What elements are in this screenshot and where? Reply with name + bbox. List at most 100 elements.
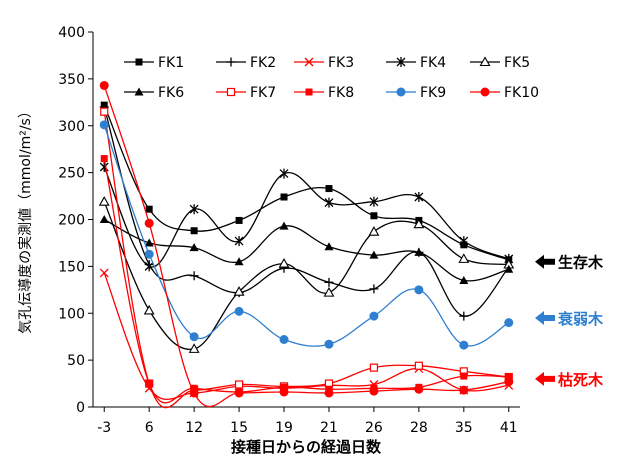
data-point bbox=[189, 332, 199, 342]
x-tick-label: 19 bbox=[275, 420, 293, 436]
data-point bbox=[414, 384, 424, 394]
x-tick-label: 28 bbox=[410, 420, 428, 436]
legend-marker bbox=[226, 57, 236, 67]
x-ticks: -3 6 12 15 19 21 26 28 35 41 bbox=[97, 407, 518, 436]
data-point bbox=[99, 215, 109, 223]
data-point bbox=[144, 218, 154, 228]
annotation-arrow-icon bbox=[535, 254, 555, 269]
data-point bbox=[278, 257, 290, 268]
data-point bbox=[414, 192, 424, 202]
x-tick-label: 6 bbox=[145, 420, 154, 436]
legend-label: FK8 bbox=[328, 85, 354, 101]
data-point bbox=[279, 387, 289, 397]
legend-label: FK1 bbox=[158, 55, 184, 71]
data-point bbox=[233, 286, 245, 296]
data-point bbox=[414, 247, 424, 256]
data-point bbox=[324, 197, 334, 208]
annotation: 衰弱木 bbox=[535, 310, 604, 328]
x-tick-label: -3 bbox=[97, 420, 111, 436]
data-point bbox=[279, 335, 289, 344]
data-point bbox=[369, 196, 379, 207]
legend-label: FK2 bbox=[250, 55, 276, 71]
legend-marker bbox=[304, 57, 314, 67]
series-line-fk4 bbox=[103, 166, 510, 268]
annotation-label: 枯死木 bbox=[558, 371, 604, 389]
legend-label: FK6 bbox=[158, 85, 184, 101]
data-point bbox=[145, 205, 153, 213]
data-point bbox=[234, 388, 244, 398]
y-tick-label: 0 bbox=[76, 400, 85, 416]
series-fk5 bbox=[98, 196, 515, 353]
data-point bbox=[324, 339, 334, 349]
data-point bbox=[369, 363, 379, 372]
legend-marker bbox=[479, 56, 491, 67]
data-point bbox=[100, 107, 109, 116]
data-point bbox=[188, 343, 200, 353]
legend-marker bbox=[135, 58, 143, 66]
data-point bbox=[189, 243, 199, 252]
series-line-fk5 bbox=[103, 201, 509, 350]
legend-item-fk6: FK6 bbox=[124, 85, 184, 101]
y-tick-label: 200 bbox=[58, 213, 85, 229]
data-point bbox=[459, 275, 469, 284]
annotation-label: 生存木 bbox=[558, 254, 604, 272]
data-point bbox=[144, 238, 154, 247]
data-point bbox=[189, 204, 199, 215]
data-point bbox=[99, 80, 109, 90]
legend-marker bbox=[226, 87, 236, 97]
legend-marker bbox=[134, 87, 144, 96]
legend-marker bbox=[396, 57, 406, 67]
y-axis-label: 気孔伝導度の実測値（mmol/m²/s） bbox=[18, 104, 34, 334]
data-point bbox=[413, 218, 425, 229]
data-point bbox=[234, 306, 244, 316]
data-point bbox=[100, 155, 108, 163]
data-point bbox=[190, 384, 198, 392]
legend-marker bbox=[305, 88, 313, 96]
series-fk3 bbox=[99, 268, 514, 401]
data-point bbox=[99, 120, 109, 130]
data-point bbox=[414, 285, 424, 295]
series-line-fk1 bbox=[103, 104, 510, 261]
data-point bbox=[369, 311, 379, 321]
series-line-fk9 bbox=[103, 124, 510, 347]
legend-label: FK3 bbox=[328, 55, 354, 71]
series-lines bbox=[98, 80, 515, 409]
legend-item-fk5: FK5 bbox=[470, 55, 530, 71]
legend-item-fk4: FK4 bbox=[386, 55, 446, 71]
data-point bbox=[324, 388, 334, 398]
y-tick-label: 100 bbox=[58, 306, 85, 322]
annotation-label: 衰弱木 bbox=[557, 310, 604, 328]
data-point bbox=[144, 261, 154, 272]
data-point bbox=[280, 383, 288, 391]
y-tick-label: 250 bbox=[58, 166, 85, 182]
x-tick-label: 26 bbox=[365, 420, 383, 436]
x-tick-label: 12 bbox=[185, 420, 203, 436]
series-fk1 bbox=[100, 101, 513, 264]
y-ticks: 0 50 100 150 200 250 300 350 400 bbox=[58, 25, 93, 416]
legend-label: FK4 bbox=[420, 55, 446, 71]
series-line-fk7 bbox=[103, 111, 509, 409]
x-tick-label: 41 bbox=[500, 420, 518, 436]
data-point bbox=[280, 193, 288, 201]
x-tick-label: 35 bbox=[455, 420, 473, 436]
y-tick-label: 350 bbox=[58, 72, 85, 88]
data-point bbox=[414, 361, 423, 370]
data-point bbox=[505, 373, 513, 381]
annotation: 枯死木 bbox=[535, 371, 604, 389]
x-axis-label: 接種日からの経過日数 bbox=[231, 438, 382, 456]
legend-label: FK5 bbox=[504, 55, 530, 71]
series-fk2 bbox=[99, 102, 514, 321]
data-point bbox=[459, 385, 469, 395]
legend-item-fk7: FK7 bbox=[216, 85, 276, 101]
legend-marker bbox=[480, 87, 490, 97]
data-point bbox=[235, 216, 243, 224]
data-point bbox=[459, 340, 469, 350]
y-tick-label: 50 bbox=[67, 353, 85, 369]
data-point bbox=[234, 257, 244, 266]
legend-item-fk8: FK8 bbox=[294, 85, 354, 101]
data-point bbox=[459, 236, 469, 247]
data-point bbox=[234, 380, 244, 389]
x-tick-label: 15 bbox=[230, 420, 248, 436]
